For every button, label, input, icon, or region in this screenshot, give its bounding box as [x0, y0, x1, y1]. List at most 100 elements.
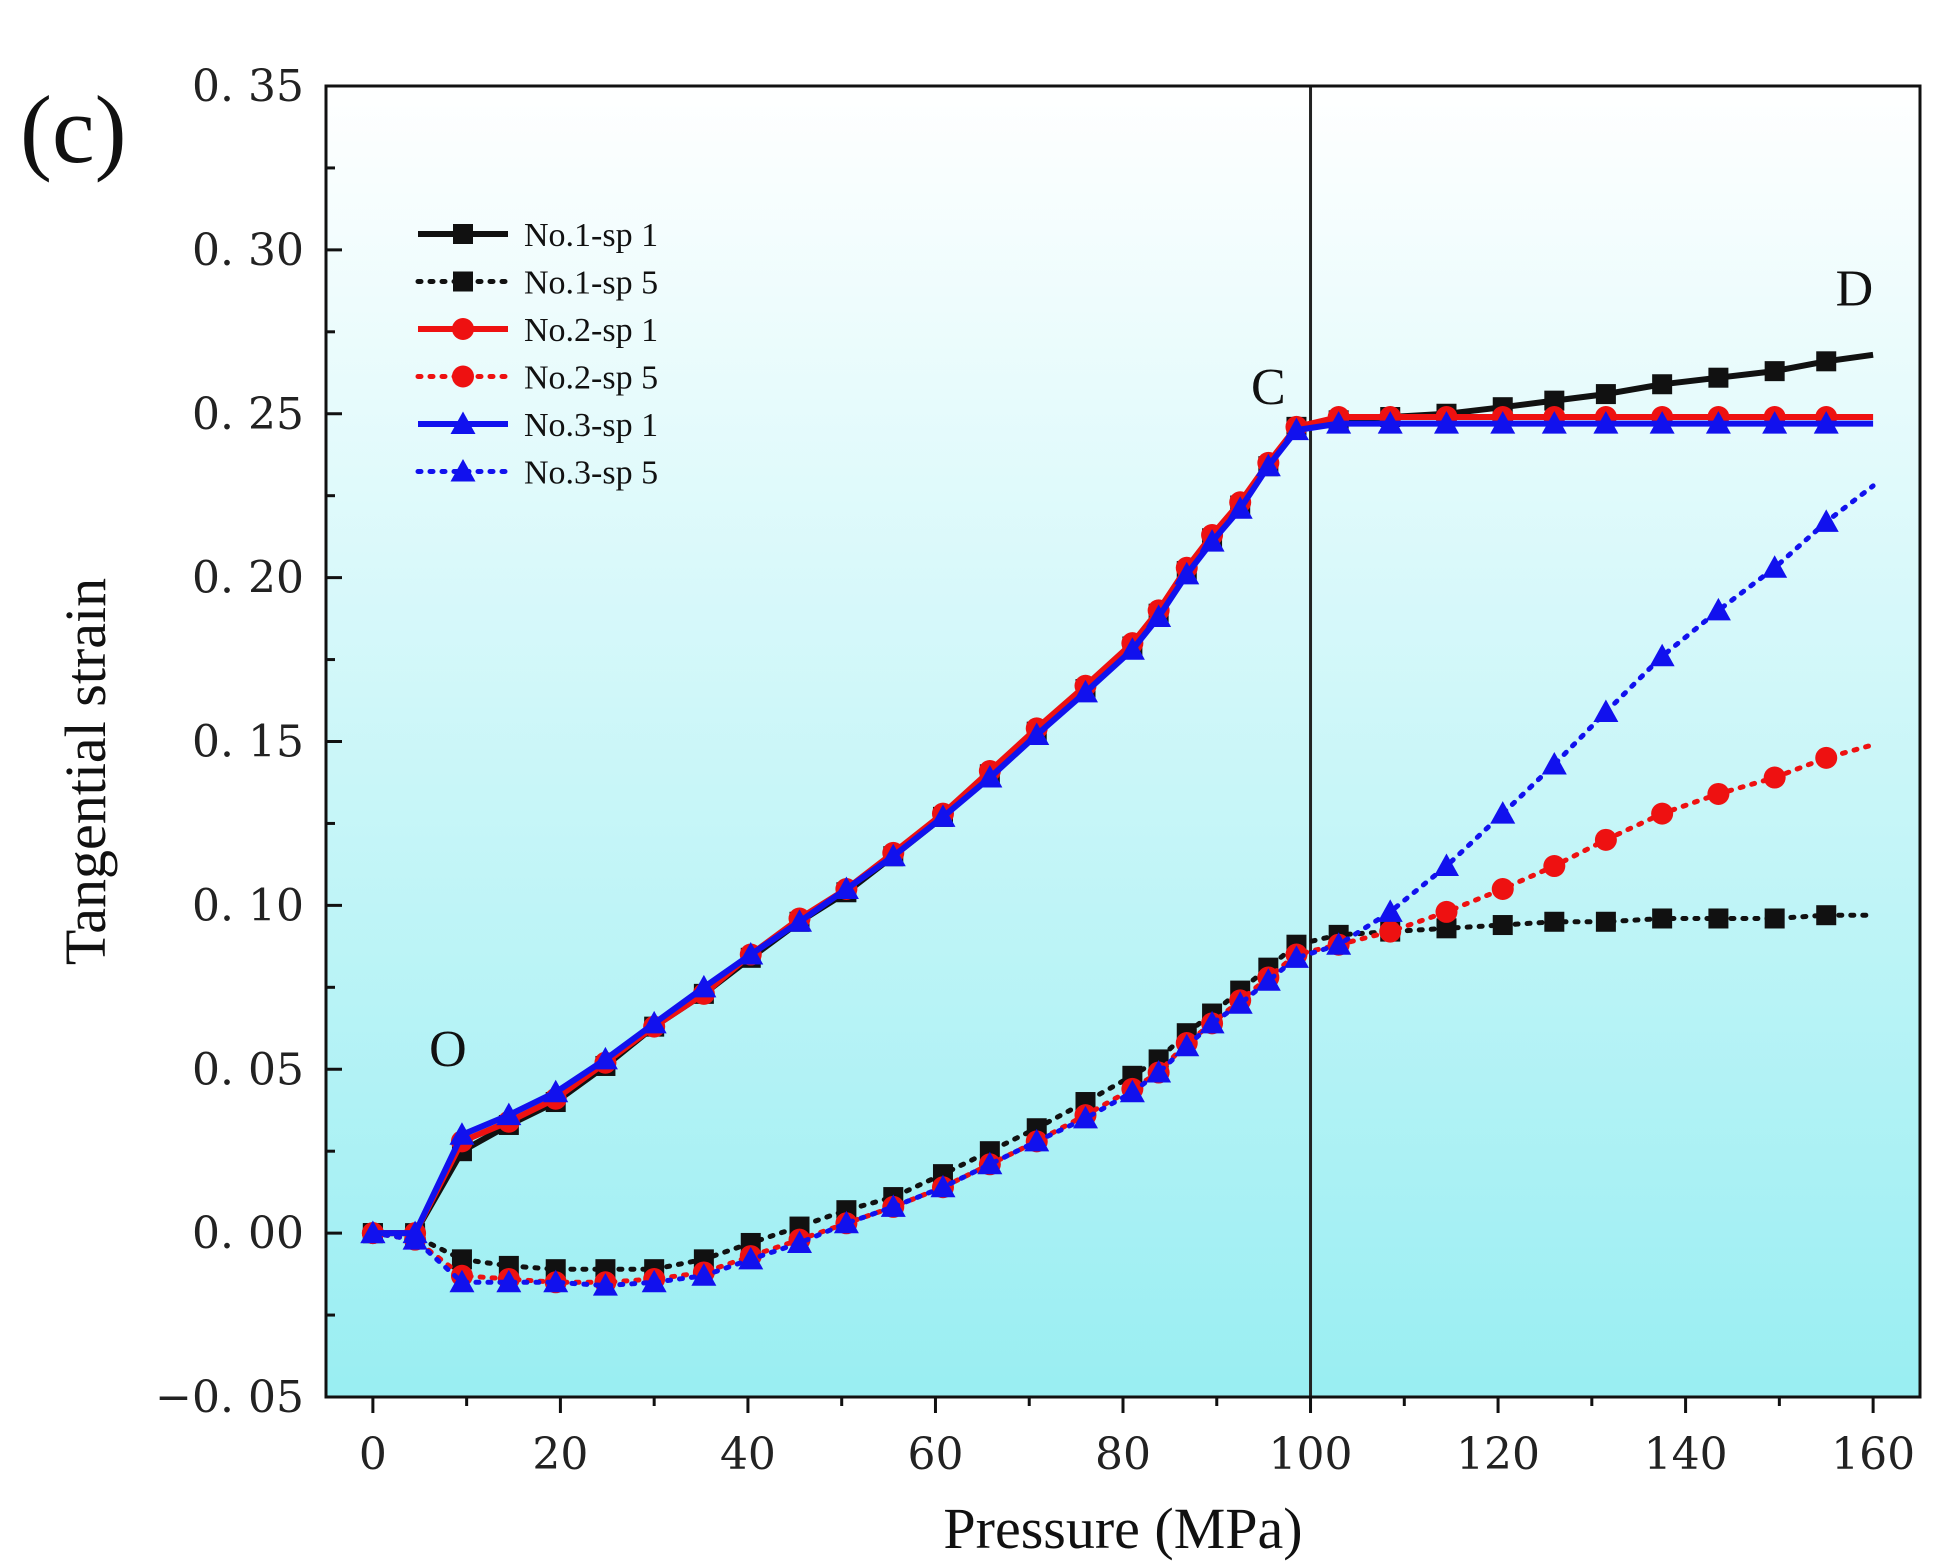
data-point	[1119, 1079, 1145, 1103]
legend-marker	[450, 459, 476, 482]
data-point	[1174, 561, 1200, 585]
data-point	[691, 974, 717, 998]
data-point	[1283, 417, 1309, 441]
series-no-3-sp-5	[360, 483, 1876, 1296]
data-point	[1146, 604, 1172, 627]
data-point	[1649, 411, 1675, 434]
data-point	[1490, 801, 1516, 824]
annotation-d: D	[1836, 261, 1874, 318]
series-no-3-sp-1	[360, 411, 1874, 1244]
data-point	[1377, 411, 1403, 434]
data-point	[543, 1079, 569, 1103]
data-point	[738, 942, 764, 965]
data-point	[738, 1246, 764, 1270]
data-point	[1326, 932, 1352, 955]
x-tick-label: 40	[720, 1429, 776, 1480]
legend-item: No.3-sp 1	[418, 407, 658, 444]
data-point	[543, 1269, 569, 1293]
y-tick-label: 0. 00	[192, 1208, 304, 1259]
y-tick-label: 0. 10	[192, 880, 304, 931]
legend-marker	[452, 365, 474, 388]
x-axis-title: Pressure (MPa)	[943, 1496, 1302, 1561]
x-tick-label: 20	[532, 1429, 588, 1480]
data-point	[1377, 899, 1403, 922]
data-point	[1541, 411, 1567, 434]
y-tick-label: 0. 25	[192, 389, 304, 440]
series-line-no-3-sp-1	[372, 420, 1874, 1237]
data-point	[1544, 390, 1565, 411]
data-point	[1435, 900, 1458, 923]
data-point	[1492, 915, 1513, 936]
data-point	[1595, 911, 1616, 932]
data-point	[1024, 722, 1050, 745]
y-tick-label: 0. 30	[192, 225, 304, 276]
data-point	[449, 1122, 475, 1145]
legend-marker	[452, 318, 474, 340]
data-point	[1541, 751, 1567, 775]
data-point	[1705, 597, 1731, 621]
data-point	[592, 1273, 618, 1296]
data-point	[977, 1151, 1003, 1175]
y-tick-label: 0. 20	[192, 553, 304, 604]
legend-label: No.1-sp 5	[524, 265, 658, 302]
x-tick-label: 120	[1456, 1429, 1540, 1480]
data-point	[451, 1249, 472, 1270]
data-point	[1072, 679, 1098, 703]
x-tick-label: 0	[359, 1429, 387, 1480]
data-point	[1199, 1010, 1225, 1034]
series-line-no-3-sp-5	[370, 483, 1876, 1289]
data-point	[880, 1194, 906, 1217]
data-point	[360, 1220, 386, 1244]
panel-label: (c)	[20, 76, 127, 183]
data-point	[1490, 411, 1516, 434]
data-point	[1595, 384, 1616, 405]
data-point	[691, 1263, 717, 1286]
data-point	[880, 843, 906, 867]
legend-item: No.2-sp 1	[418, 312, 658, 349]
legend-label: No.1-sp 1	[524, 217, 658, 254]
y-tick-label: 0. 35	[192, 61, 304, 112]
data-point	[833, 876, 859, 899]
legend-item: No.2-sp 5	[415, 360, 658, 397]
data-point	[1762, 555, 1788, 578]
data-point	[1708, 367, 1729, 388]
data-point	[1433, 853, 1459, 877]
data-point	[592, 1046, 618, 1070]
data-point	[1227, 991, 1253, 1014]
y-tick-label: 0. 15	[192, 717, 304, 768]
data-point	[1815, 746, 1838, 769]
data-point	[787, 909, 813, 932]
data-point	[641, 1269, 667, 1293]
legend-label: No.3-sp 1	[524, 407, 658, 444]
x-tick-label: 60	[907, 1429, 963, 1480]
data-point	[1764, 361, 1785, 382]
legend-marker	[450, 411, 476, 434]
y-axis-title: Tangential strain	[53, 578, 118, 965]
x-tick-label: 160	[1831, 1429, 1915, 1480]
data-point	[496, 1269, 522, 1293]
data-point	[787, 1230, 813, 1253]
data-point	[1174, 1033, 1200, 1057]
data-point	[1283, 945, 1309, 968]
data-point	[1436, 918, 1457, 939]
data-point	[1816, 351, 1837, 372]
data-point	[402, 1227, 428, 1250]
data-point	[1594, 828, 1617, 851]
legend-label: No.3-sp 5	[524, 455, 658, 492]
data-point	[496, 1102, 522, 1126]
data-point	[449, 1269, 475, 1293]
legend-item: No.3-sp 5	[415, 455, 658, 492]
data-point	[1543, 855, 1566, 878]
data-point	[1072, 1105, 1098, 1129]
data-point	[1816, 905, 1837, 926]
annotation-o: O	[429, 1021, 467, 1078]
x-tick-label: 140	[1644, 1429, 1728, 1480]
data-point	[1763, 766, 1786, 789]
data-point	[1652, 908, 1673, 929]
data-point	[1119, 637, 1145, 660]
data-point	[641, 1010, 667, 1034]
data-point	[930, 1174, 956, 1198]
legend-item: No.1-sp 1	[418, 217, 658, 254]
data-point	[1651, 802, 1674, 825]
